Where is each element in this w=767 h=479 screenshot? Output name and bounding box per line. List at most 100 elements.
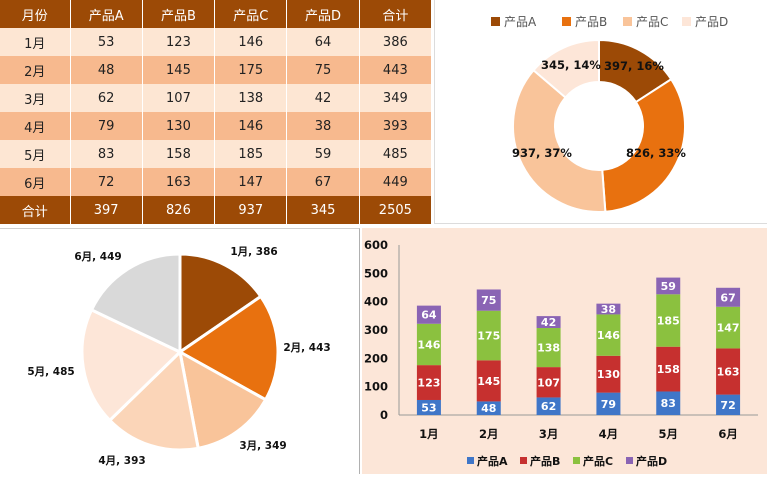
bar-data-label: 146 bbox=[597, 329, 620, 342]
pie-slice-6 bbox=[89, 252, 182, 355]
table-header-row: 月份 产品A 产品B 产品C 产品D 合计 bbox=[0, 0, 433, 28]
table-row: 6月 72 163 147 67 449 bbox=[0, 168, 433, 196]
cell-total: 443 bbox=[359, 56, 433, 84]
bar-data-label: 38 bbox=[601, 303, 616, 316]
y-tick-label: 0 bbox=[380, 408, 388, 422]
pie-data-label: 5月, 485 bbox=[27, 366, 74, 378]
bar-segment-2 bbox=[416, 365, 441, 400]
cell-value: 42 bbox=[286, 84, 360, 112]
legend-swatch bbox=[623, 17, 632, 26]
legend-label: 产品C bbox=[636, 15, 668, 29]
cell-month: 3月 bbox=[0, 84, 71, 112]
cell-value: 67 bbox=[286, 168, 360, 196]
pie-slice-4 bbox=[107, 348, 200, 452]
data-table-panel: 月份 产品A 产品B 产品C 产品D 合计 1月 53 123 146 64 3… bbox=[0, 0, 433, 224]
pie-data-label: 3月, 349 bbox=[239, 440, 286, 452]
pie-slice-1 bbox=[178, 252, 263, 355]
y-tick-label: 100 bbox=[364, 380, 388, 394]
bar-data-label: 146 bbox=[417, 338, 440, 351]
donut-data-label: 345, 14% bbox=[541, 58, 601, 72]
stacked-bar-chart-panel: 0 100 200 300 400 500 600 53 123 146 64 1月 48 145 175 7… bbox=[362, 228, 767, 474]
cell-total: 386 bbox=[359, 28, 433, 56]
bar-data-label: 163 bbox=[717, 366, 740, 379]
bar-segment-4 bbox=[476, 289, 501, 311]
table-total-row: 合计 397 826 937 345 2505 bbox=[0, 196, 433, 224]
bar-segment-1 bbox=[656, 391, 681, 415]
cell-month: 5月 bbox=[0, 140, 71, 168]
cell-value: 75 bbox=[286, 56, 360, 84]
bar-data-label: 123 bbox=[417, 377, 440, 390]
bar-segment-1 bbox=[536, 397, 561, 415]
donut-data-label: 937, 37% bbox=[512, 146, 572, 160]
bar-segment-3 bbox=[716, 306, 741, 349]
legend-swatch bbox=[626, 457, 633, 464]
bar-segment-3 bbox=[596, 314, 621, 356]
x-tick-label: 3月 bbox=[539, 427, 559, 441]
pie-data-label: 4月, 393 bbox=[98, 455, 145, 467]
bar-segment-1 bbox=[716, 394, 741, 415]
legend-swatch bbox=[467, 457, 474, 464]
bar-data-label: 48 bbox=[481, 402, 496, 415]
bar-data-label: 64 bbox=[421, 309, 437, 322]
legend-label: 产品D bbox=[636, 454, 667, 468]
legend-swatch bbox=[491, 17, 500, 26]
bar-segment-4 bbox=[416, 305, 441, 324]
legend-swatch bbox=[682, 17, 691, 26]
cell-value: 38 bbox=[286, 112, 360, 140]
cell-month: 2月 bbox=[0, 56, 71, 84]
bar-data-label: 67 bbox=[720, 291, 735, 304]
bar-segment-1 bbox=[416, 399, 441, 415]
cell-total: 449 bbox=[359, 168, 433, 196]
cell-value: 145 bbox=[142, 56, 216, 84]
table-row: 4月 79 130 146 38 393 bbox=[0, 112, 433, 140]
bar-segment-2 bbox=[596, 355, 621, 393]
donut-slice-2 bbox=[601, 77, 686, 213]
bar-segment-3 bbox=[476, 310, 501, 361]
stacked-bar-chart: 0 100 200 300 400 500 600 53 123 146 64 1月 48 145 175 7… bbox=[364, 238, 758, 468]
cell-total-value: 937 bbox=[214, 196, 288, 224]
cell-total-value: 397 bbox=[70, 196, 143, 224]
bar-data-label: 138 bbox=[537, 342, 560, 355]
pie-chart: 1月, 386 2月, 443 3月, 349 4月, 393 5月, 485 6月, 4… bbox=[27, 246, 330, 467]
cell-month: 1月 bbox=[0, 28, 71, 56]
cell-total: 393 bbox=[359, 112, 433, 140]
bar-data-label: 145 bbox=[477, 375, 500, 388]
data-table: 月份 产品A 产品B 产品C 产品D 合计 1月 53 123 146 64 3… bbox=[0, 0, 433, 224]
cell-grand-total: 2505 bbox=[359, 196, 433, 224]
bar-data-label: 83 bbox=[661, 397, 676, 410]
table-row: 5月 83 158 185 59 485 bbox=[0, 140, 433, 168]
legend-swatch bbox=[562, 17, 571, 26]
bar-segment-4 bbox=[536, 316, 561, 329]
cell-value: 163 bbox=[142, 168, 216, 196]
bar-segment-2 bbox=[476, 360, 501, 402]
cell-value: 146 bbox=[214, 112, 288, 140]
header-total: 合计 bbox=[359, 0, 433, 28]
legend-swatch bbox=[520, 457, 527, 464]
bar-data-label: 79 bbox=[601, 398, 616, 411]
cell-total-value: 345 bbox=[286, 196, 360, 224]
legend-label: 产品B bbox=[575, 15, 607, 29]
cell-value: 185 bbox=[214, 140, 288, 168]
cell-value: 123 bbox=[142, 28, 216, 56]
donut-chart-panel: 397, 16% 826, 33% 937, 37% 345, 14% 产品A 产品B 产品… bbox=[434, 0, 767, 224]
bar-segment-1 bbox=[596, 392, 621, 415]
legend-label: 产品B bbox=[530, 454, 560, 468]
legend-label: 产品D bbox=[695, 15, 728, 29]
bar-data-label: 75 bbox=[481, 294, 496, 307]
bar-segment-3 bbox=[656, 294, 681, 347]
donut-data-label: 826, 33% bbox=[626, 146, 686, 160]
bar-data-label: 59 bbox=[661, 280, 676, 293]
bar-data-label: 130 bbox=[597, 368, 620, 381]
cell-value: 72 bbox=[70, 168, 143, 196]
table-row: 2月 48 145 175 75 443 bbox=[0, 56, 433, 84]
cell-month: 4月 bbox=[0, 112, 71, 140]
bar-data-label: 185 bbox=[657, 315, 680, 328]
cell-value: 62 bbox=[70, 84, 143, 112]
donut-slice-3 bbox=[512, 68, 607, 213]
cell-total-label: 合计 bbox=[0, 196, 71, 224]
header-product-d: 产品D bbox=[286, 0, 360, 28]
pie-slice-2 bbox=[177, 294, 280, 402]
x-tick-label: 2月 bbox=[479, 427, 499, 441]
y-tick-label: 300 bbox=[364, 323, 388, 337]
y-tick-label: 600 bbox=[364, 238, 388, 252]
